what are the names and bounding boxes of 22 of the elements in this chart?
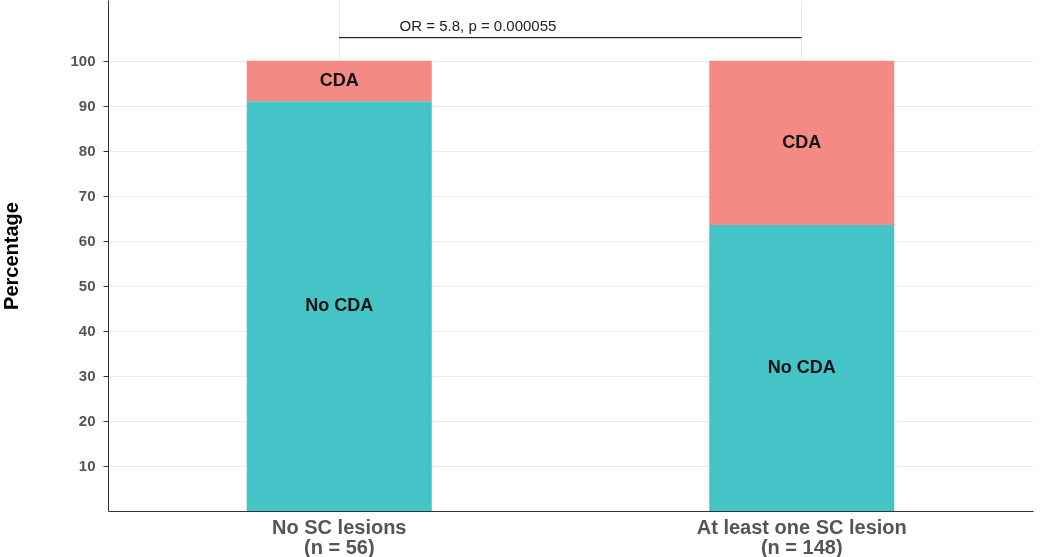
series-label: No CDA	[305, 295, 374, 316]
bar	[709, 225, 895, 511]
x-tick-label: At least one SC lesion (n = 148)	[696, 515, 907, 557]
y-tick-label: 80	[78, 142, 96, 160]
text: CDA	[782, 131, 822, 152]
y-tick-label: 40	[78, 322, 96, 340]
bar	[246, 101, 432, 511]
x-tick-label: No SC lesions (n = 56)	[272, 515, 407, 557]
y-tick-label: 70	[78, 187, 96, 205]
y-tick-label: 90	[78, 97, 96, 115]
y-tick-label: 10	[78, 457, 96, 475]
y-tick-label: 20	[78, 412, 96, 430]
annotation: OR = 5.8, p = 0.000055	[399, 17, 557, 34]
y-axis-title: Percentage	[0, 202, 23, 310]
y-tick-label: 60	[78, 232, 96, 250]
y-tick-label: 100	[70, 52, 96, 70]
bar	[246, 60, 432, 102]
bar	[709, 60, 895, 226]
text: No CDA	[767, 357, 836, 378]
y-tick-label: 50	[78, 277, 96, 295]
series-label: CDA	[319, 70, 359, 91]
y-tick-label: 30	[78, 367, 96, 385]
